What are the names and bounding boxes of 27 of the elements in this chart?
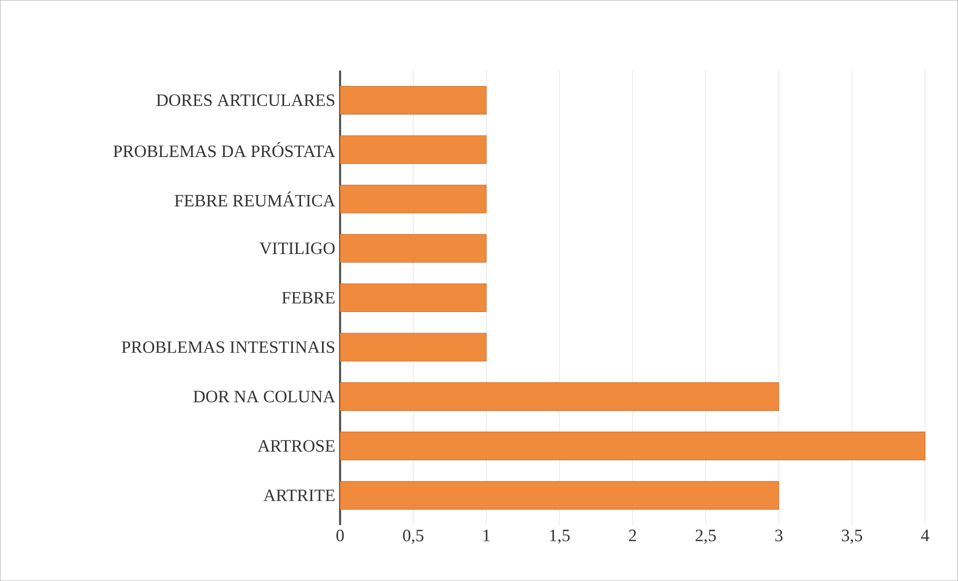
y-tick-label: ARTROSE xyxy=(258,440,335,452)
bar xyxy=(340,234,487,263)
bar xyxy=(340,382,780,411)
bar xyxy=(340,86,487,114)
x-tick-label: 2 xyxy=(629,530,636,542)
x-tick-label: 3 xyxy=(775,530,782,542)
x-tick-label: 0 xyxy=(336,530,344,542)
x-tick-label: 1 xyxy=(484,530,490,542)
x-tick-label: 0,5 xyxy=(403,530,424,544)
y-tick-label: DORES ARTICULARES xyxy=(156,94,334,106)
bar xyxy=(340,480,780,510)
bar xyxy=(340,135,487,164)
bar xyxy=(340,184,487,214)
x-tick-label: 2,5 xyxy=(696,530,716,544)
x-tick-label: 1,5 xyxy=(550,530,570,544)
bar xyxy=(340,332,487,362)
bar xyxy=(340,283,487,312)
y-tick-label: VITILIGO xyxy=(260,242,335,254)
x-tick-label: 4 xyxy=(921,530,930,541)
y-tick-label: FEBRE xyxy=(282,292,335,304)
x-tick-label: 3,5 xyxy=(842,530,862,544)
y-tick-label: ARTRITE xyxy=(263,490,335,501)
y-tick-label: PROBLEMAS DA PRÓSTATA xyxy=(113,142,336,158)
y-tick-label: PROBLEMAS INTESTINAIS xyxy=(122,341,334,353)
y-tick-label: DOR NA COLUNA xyxy=(193,390,336,402)
bar xyxy=(340,432,926,460)
y-tick-label: FEBRE REUMÁTICA xyxy=(174,191,336,206)
